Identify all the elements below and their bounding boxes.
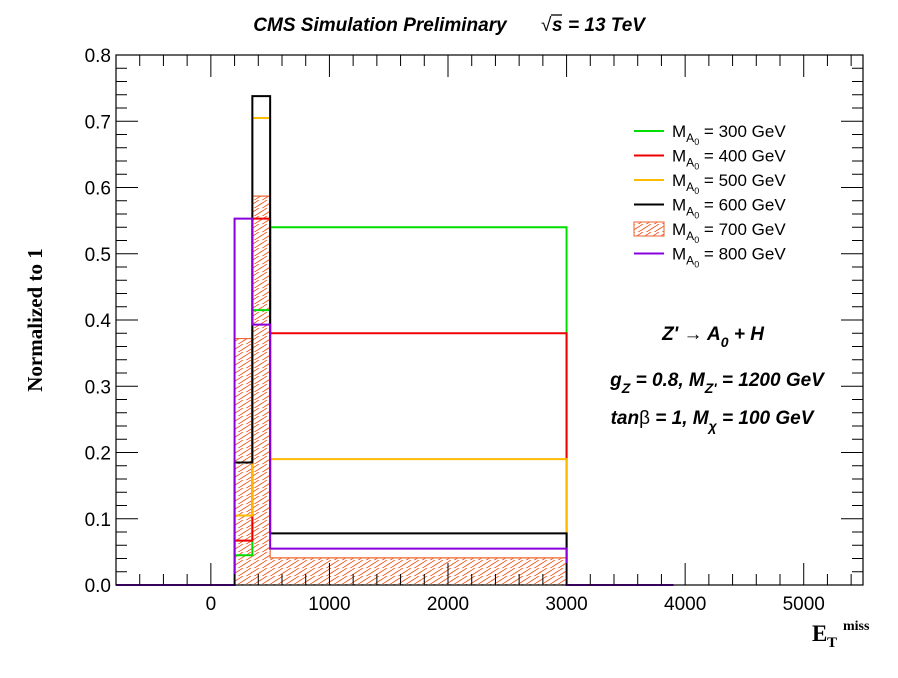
y-tick-label: 0.2	[85, 444, 111, 465]
x-tick-label: 3000	[545, 594, 587, 615]
y-tick-label: 0.1	[85, 510, 111, 531]
annotation-line: Z' → A0 + H	[661, 324, 765, 350]
x-axis-label-sup: miss	[843, 619, 870, 634]
legend-entry: MA0 = 300 GeV	[634, 122, 786, 147]
series-3	[116, 116, 674, 586]
legend-entry: MA0 = 700 GeV	[633, 220, 786, 245]
legend-swatch	[633, 221, 665, 237]
y-tick-label: 0.4	[85, 311, 112, 332]
legend-label: MA0 = 400 GeV	[672, 147, 786, 172]
legend-label: MA0 = 800 GeV	[672, 245, 786, 270]
series-outline	[116, 226, 674, 586]
title-energy-value: = 13 TeV	[568, 15, 646, 36]
plot-area	[116, 95, 674, 586]
series-outline	[116, 95, 674, 586]
y-tick-label: 0.6	[85, 179, 111, 200]
x-axis-label-main: E	[812, 621, 827, 646]
y-tick-label: 0.8	[85, 46, 111, 67]
series-4	[116, 95, 674, 586]
legend-entry: MA0 = 600 GeV	[634, 196, 786, 221]
y-tick-label: 0.0	[85, 576, 111, 597]
series-outline	[116, 195, 674, 586]
x-axis-label: E T miss	[812, 619, 870, 651]
hist-bin	[270, 227, 566, 585]
x-tick-label: 2000	[427, 594, 469, 615]
title-s: s	[552, 15, 563, 36]
legend-entry: MA0 = 500 GeV	[634, 171, 786, 196]
hist-bar	[270, 557, 567, 585]
series-2	[116, 217, 674, 586]
y-tick-label: 0.5	[85, 245, 111, 266]
series-outline	[116, 217, 674, 586]
legend-entry: MA0 = 400 GeV	[634, 147, 786, 172]
x-tick-label: 4000	[664, 594, 706, 615]
axes: 0.0 0.1 0.2 0.3 0.4 0.5 0.6 0.7 0.8 0 1000 2000 3000…	[85, 46, 864, 615]
series-outline	[116, 217, 674, 586]
legend-entry: MA0 = 800 GeV	[634, 245, 786, 270]
legend-label: MA0 = 500 GeV	[672, 171, 786, 196]
x-axis-label-sub: T	[827, 635, 837, 651]
legend-label: MA0 = 700 GeV	[672, 220, 786, 245]
annotations: Z' → A0 + H gZ = 0.8, MZ' = 1200 GeV tanβ …	[609, 324, 825, 434]
y-tick-label: 0.3	[85, 377, 111, 398]
title-energy: √ s = 13 TeV	[541, 14, 646, 36]
legend-label: MA0 = 600 GeV	[672, 196, 786, 221]
chart-title: CMS Simulation Preliminary	[253, 15, 508, 36]
x-tick-label: 1000	[308, 594, 350, 615]
series-outline	[116, 116, 674, 586]
x-tick-label: 0	[206, 594, 217, 615]
annotation-line: gZ = 0.8, MZ' = 1200 GeV	[609, 370, 825, 396]
hist-bar	[252, 196, 271, 586]
series-1	[116, 226, 674, 586]
series-5	[116, 195, 674, 586]
y-tick-label: 0.7	[85, 112, 111, 133]
legend-label: MA0 = 300 GeV	[672, 122, 786, 147]
x-tick-label: 5000	[783, 594, 825, 615]
annotation-line: tanβ = 1, Mχ = 100 GeV	[611, 408, 815, 434]
series-6	[116, 217, 674, 586]
y-axis-label: Normalized to 1	[23, 248, 47, 391]
title-sqrt-symbol: √	[541, 15, 552, 36]
